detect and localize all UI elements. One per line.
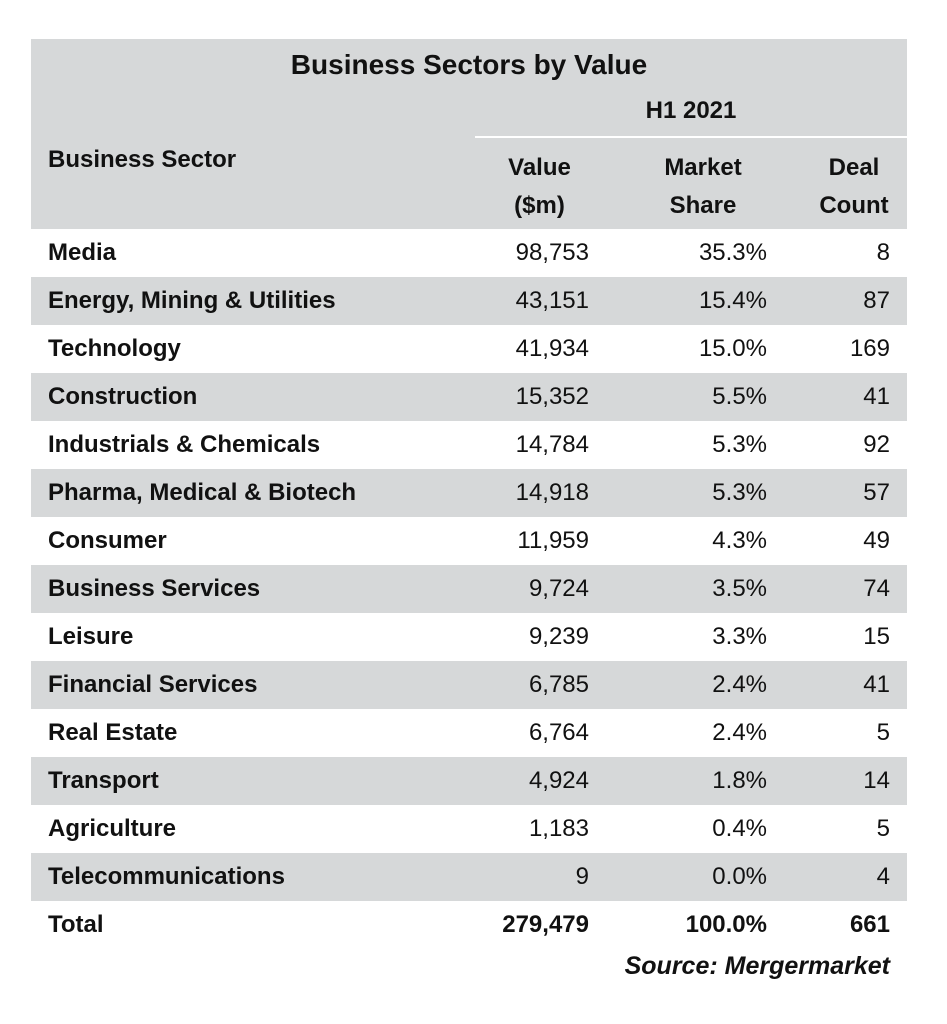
sector-name: Pharma, Medical & Biotech [48, 479, 357, 506]
table-row: Construction 15,352 5.5% 41 [31, 373, 907, 421]
share-column-header: Market Share [642, 149, 764, 225]
market-share: 3.5% [712, 575, 767, 602]
market-share: 15.0% [698, 335, 767, 362]
total-count: 661 [849, 911, 890, 938]
table-row: Transport 4,924 1.8% 14 [31, 757, 907, 805]
sector-name: Telecommunications [48, 863, 285, 890]
sector-name: Construction [48, 383, 198, 410]
period-header: H1 2021 [645, 97, 737, 124]
sector-name: Media [48, 239, 117, 266]
deal-value: 9 [575, 863, 589, 890]
market-share: 0.4% [712, 815, 767, 842]
deal-count: 5 [876, 719, 890, 746]
value-header-line2: ($m) [514, 192, 565, 219]
total-row: Total 279,479 100.0% 661 [31, 901, 907, 949]
sector-name: Consumer [48, 527, 167, 554]
source-note: Source: Mergermarket [624, 952, 890, 980]
table-row: Pharma, Medical & Biotech 14,918 5.3% 57 [31, 469, 907, 517]
market-share: 5.5% [712, 383, 767, 410]
deal-count: 41 [863, 671, 890, 698]
sector-name: Leisure [48, 623, 134, 650]
deal-count: 8 [876, 239, 890, 266]
total-share: 100.0% [685, 911, 767, 938]
market-share: 4.3% [712, 527, 767, 554]
table-row: Leisure 9,239 3.3% 15 [31, 613, 907, 661]
sector-name: Energy, Mining & Utilities [48, 287, 336, 314]
sector-column-header: Business Sector [48, 146, 237, 173]
deal-value: 9,724 [528, 575, 589, 602]
sector-name: Financial Services [48, 671, 258, 698]
table-row: Technology 41,934 15.0% 169 [31, 325, 907, 373]
deal-value: 41,934 [515, 335, 589, 362]
count-column-header: Deal Count [801, 149, 907, 225]
total-value: 279,479 [502, 911, 589, 938]
market-share: 35.3% [698, 239, 767, 266]
share-header-line2: Share [669, 192, 737, 219]
sector-name: Transport [48, 767, 159, 794]
market-share: 2.4% [712, 719, 767, 746]
deal-value: 9,239 [528, 623, 589, 650]
deal-count: 74 [863, 575, 890, 602]
count-header-line2: Count [819, 192, 889, 219]
deal-value: 6,764 [528, 719, 589, 746]
deal-count: 57 [863, 479, 890, 506]
share-header-line1: Market [664, 154, 742, 181]
deal-value: 14,784 [515, 431, 589, 458]
total-label: Total [48, 911, 104, 938]
value-header-line1: Value [508, 154, 571, 181]
deal-value: 14,918 [515, 479, 589, 506]
deal-count: 49 [863, 527, 890, 554]
deal-value: 11,959 [517, 527, 589, 554]
market-share: 5.3% [712, 479, 767, 506]
deal-count: 15 [863, 623, 890, 650]
value-column-header: Value ($m) [487, 149, 592, 225]
deal-count: 4 [876, 863, 890, 890]
deal-value: 4,924 [528, 767, 589, 794]
deal-count: 5 [876, 815, 890, 842]
market-share: 0.0% [712, 863, 767, 890]
market-share: 2.4% [712, 671, 767, 698]
deal-count: 92 [863, 431, 890, 458]
table-row: Business Services 9,724 3.5% 74 [31, 565, 907, 613]
market-share: 15.4% [698, 287, 767, 314]
deal-value: 1,183 [528, 815, 589, 842]
market-share: 5.3% [712, 431, 767, 458]
table-title: Business Sectors by Value [290, 49, 648, 80]
market-share: 3.3% [712, 623, 767, 650]
table-header: Business Sectors by Value H1 2021 Busine… [31, 39, 907, 229]
market-share: 1.8% [712, 767, 767, 794]
table-row: Energy, Mining & Utilities 43,151 15.4% … [31, 277, 907, 325]
table-row: Consumer 11,959 4.3% 49 [31, 517, 907, 565]
table-row: Industrials & Chemicals 14,784 5.3% 92 [31, 421, 907, 469]
sector-name: Industrials & Chemicals [48, 431, 321, 458]
sector-name: Real Estate [48, 719, 178, 746]
business-sectors-table: Business Sectors by Value H1 2021 Busine… [31, 39, 907, 949]
deal-count: 14 [863, 767, 890, 794]
table-row: Media 98,753 35.3% 8 [31, 229, 907, 277]
deal-value: 6,785 [528, 671, 589, 698]
table-row: Agriculture 1,183 0.4% 5 [31, 805, 907, 853]
deal-value: 43,151 [515, 287, 589, 314]
deal-count: 169 [849, 335, 890, 362]
table-row: Real Estate 6,764 2.4% 5 [31, 709, 907, 757]
sector-name: Technology [48, 335, 181, 362]
table-row: Financial Services 6,785 2.4% 41 [31, 661, 907, 709]
deal-value: 15,352 [515, 383, 589, 410]
period-divider [475, 136, 907, 138]
deal-count: 87 [863, 287, 890, 314]
deal-count: 41 [863, 383, 890, 410]
sector-name: Business Services [48, 575, 261, 602]
deal-value: 98,753 [515, 239, 589, 266]
sector-name: Agriculture [48, 815, 177, 842]
count-header-line1: Deal [828, 154, 880, 181]
table-row: Telecommunications 9 0.0% 4 [31, 853, 907, 901]
